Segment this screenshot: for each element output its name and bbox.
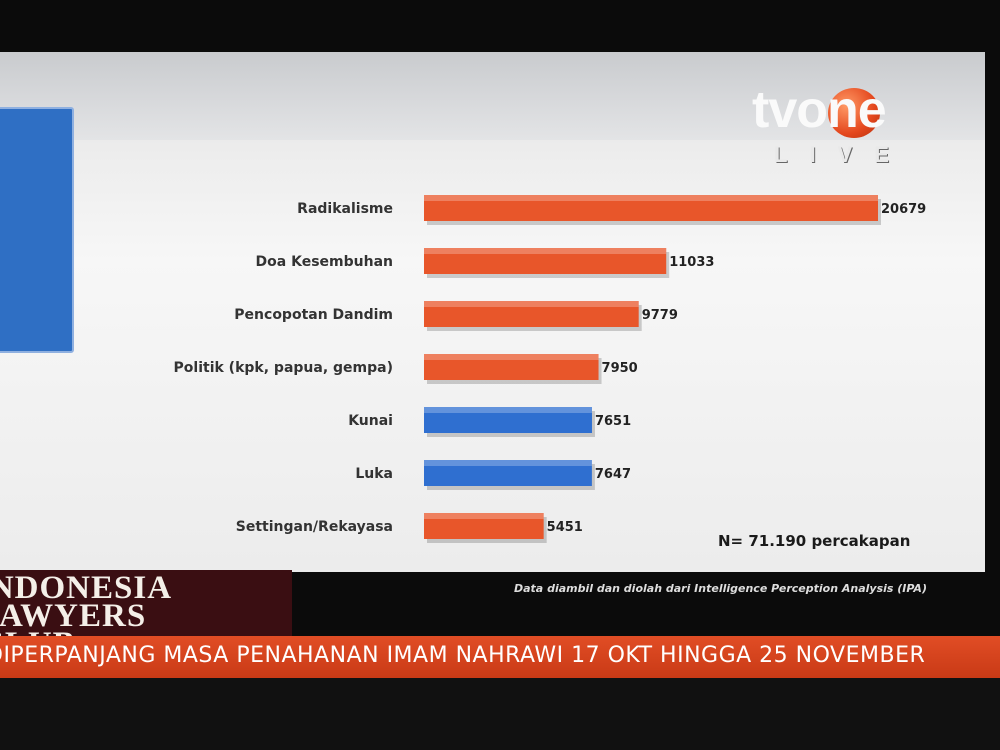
news-ticker: DIPERPANJANG MASA PENAHANAN IMAM NAHRAWI… (0, 636, 1000, 678)
logo-text: tvone (752, 81, 887, 139)
category-label-kunai: Kunai (348, 413, 393, 429)
bar-chart: Radikalisme 20679 Doa Kesembuhan 11033 Penco… (174, 195, 926, 543)
bar-highlight-kunai (424, 407, 592, 413)
sample-size-note: N= 71.190 percakapan (718, 532, 911, 550)
bar-highlight-settingan-rekayasa (424, 513, 544, 519)
bar-pencopotan-dandim (424, 301, 639, 327)
broadcast-screen: Radikalisme 20679 Doa Kesembuhan 11033 Penco… (0, 52, 985, 572)
value-label-radikalisme: 20679 (881, 202, 926, 217)
category-label-settingan-rekayasa: Settingan/Rekayasa (236, 519, 393, 535)
bar-highlight-politik (424, 354, 599, 360)
program-title-line2: LAWYERS (0, 598, 147, 634)
value-label-kunai: 7651 (595, 414, 631, 429)
value-label-doa-kesembuhan: 11033 (669, 255, 714, 270)
bar-highlight-pencopotan-dandim (424, 301, 639, 307)
bar-luka (424, 460, 592, 486)
value-label-pencopotan-dandim: 9779 (642, 308, 678, 323)
chart-header-band (0, 52, 985, 140)
bottom-bezel (0, 678, 1000, 750)
category-label-luka: Luka (355, 466, 393, 482)
source-note: Data diambil dan diolah dari Intelligenc… (514, 582, 927, 595)
value-label-settingan-rekayasa: 5451 (547, 520, 583, 535)
live-label: LIVE (774, 142, 911, 167)
value-label-luka: 7647 (595, 467, 631, 482)
category-label-radikalisme: Radikalisme (297, 201, 393, 217)
program-title-line1: INDONESIA (0, 570, 173, 606)
bar-highlight-luka (424, 460, 592, 466)
channel-logo: tvone LIVE (752, 82, 972, 172)
ticker-text: DIPERPANJANG MASA PENAHANAN IMAM NAHRAWI… (0, 643, 926, 668)
category-label-pencopotan-dandim: Pencopotan Dandim (234, 307, 393, 323)
bar-doa-kesembuhan (424, 248, 667, 274)
bar-kunai (424, 407, 592, 433)
logo-globe-icon (828, 88, 880, 138)
category-label-doa-kesembuhan: Doa Kesembuhan (256, 254, 393, 270)
category-label-politik: Politik (kpk, papua, gempa) (174, 360, 393, 376)
bar-radikalisme (424, 195, 878, 221)
value-label-politik: 7950 (602, 361, 638, 376)
bar-highlight-radikalisme (424, 195, 878, 201)
bar-settingan-rekayasa (424, 513, 544, 539)
bar-politik (424, 354, 599, 380)
bar-highlight-doa-kesembuhan (424, 248, 667, 254)
side-panel (0, 107, 74, 353)
